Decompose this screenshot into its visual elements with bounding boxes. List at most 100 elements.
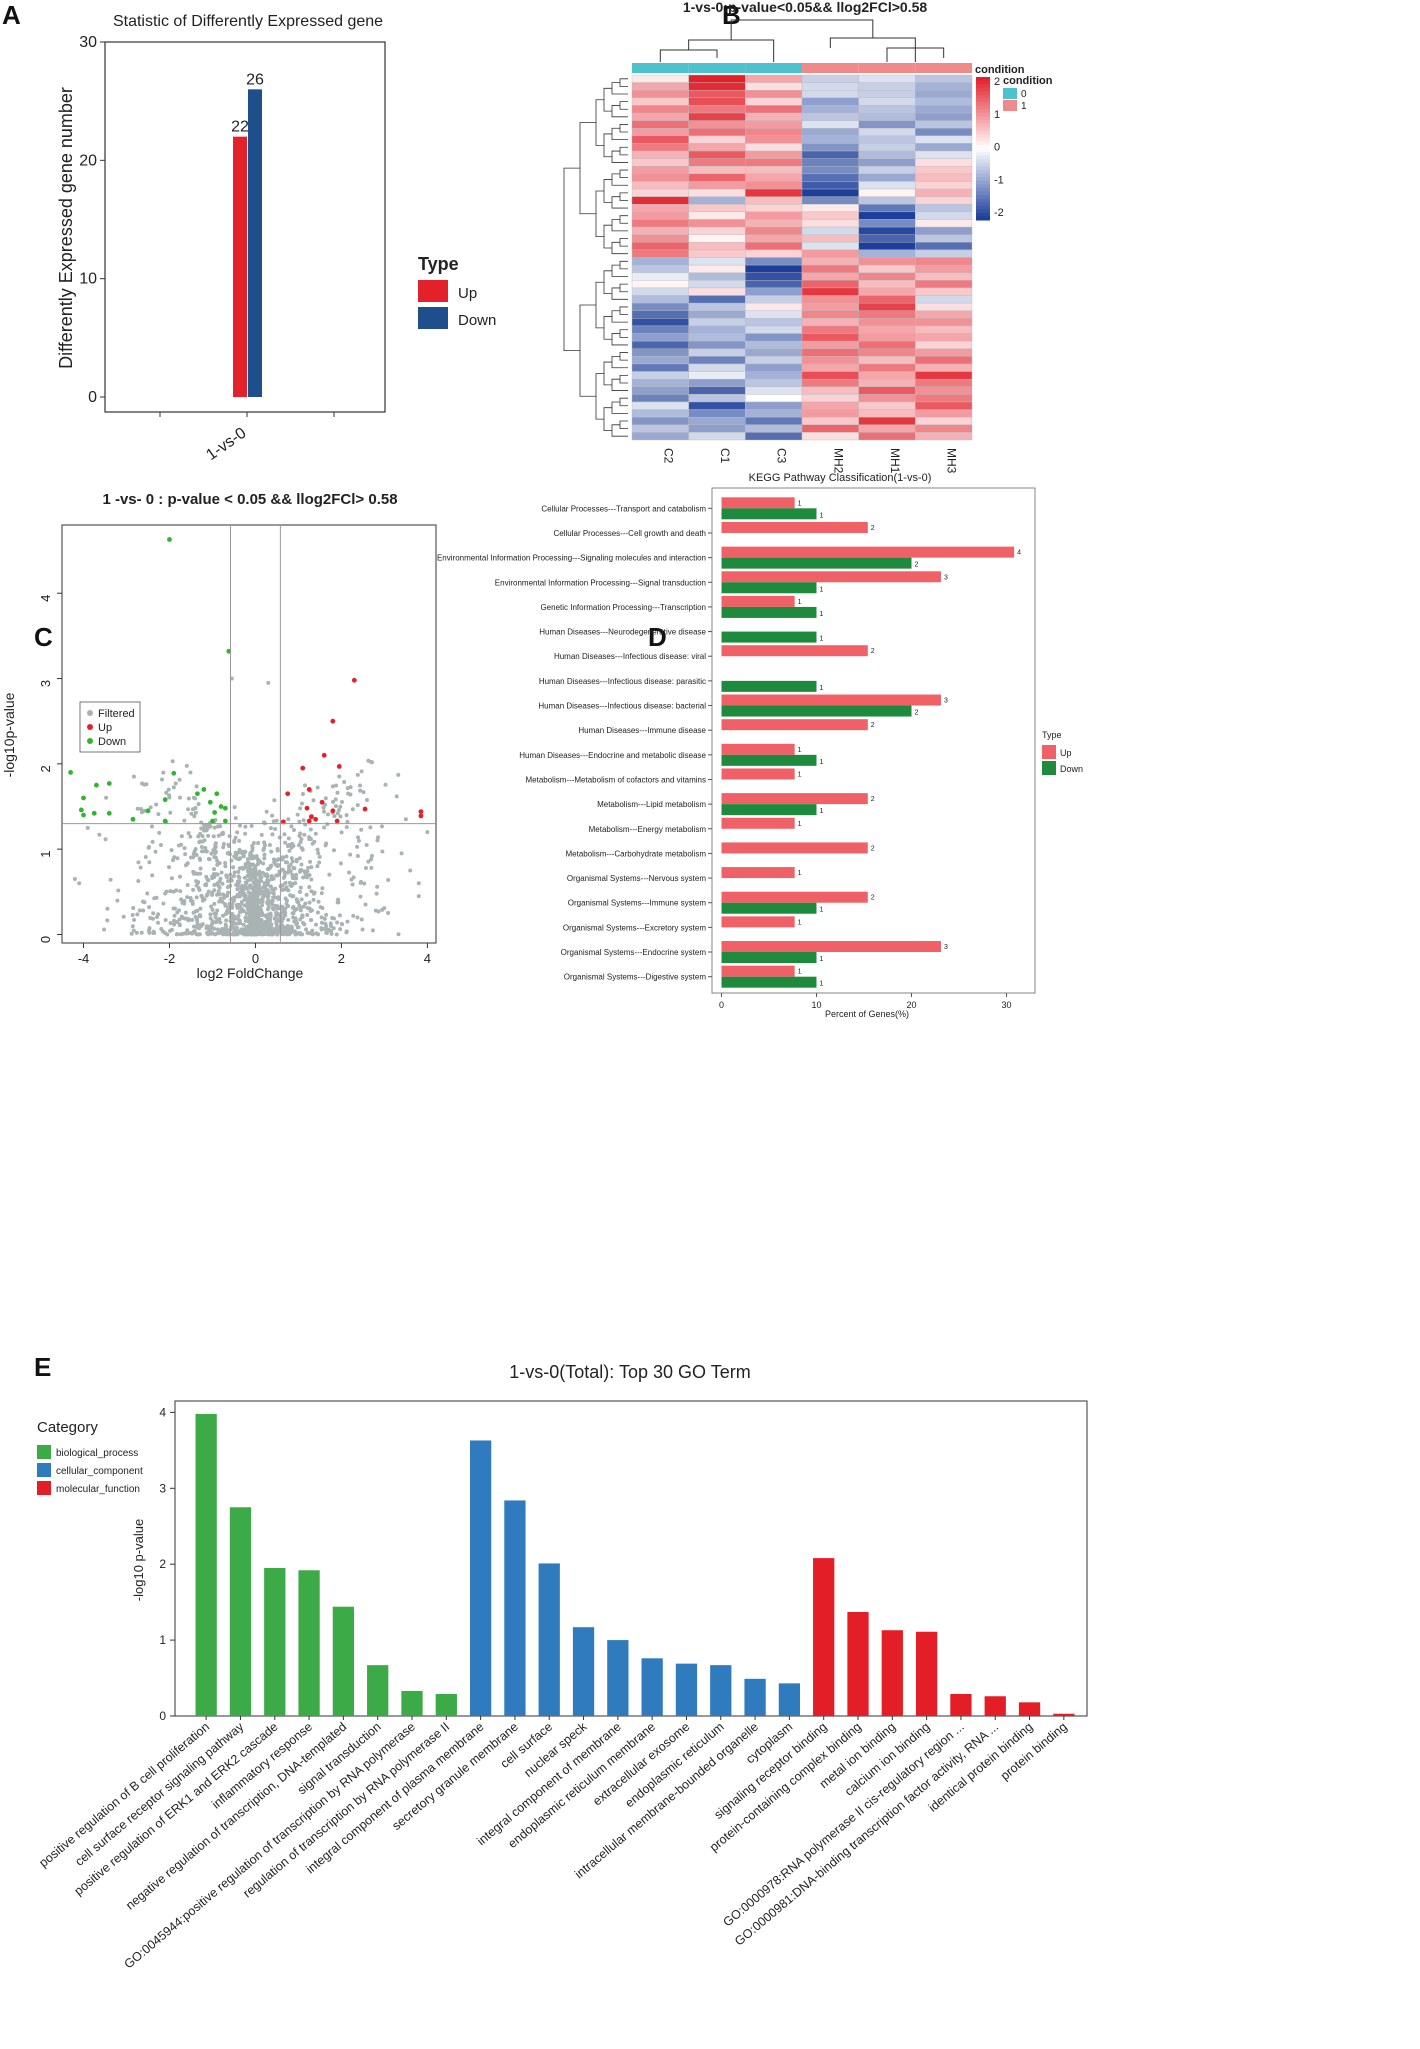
chart-b-cell <box>745 219 803 228</box>
chart-b-cell <box>801 112 859 121</box>
chart-c-point-filtered <box>195 871 200 876</box>
chart-b-cell <box>915 105 973 114</box>
chart-c-point-filtered <box>350 807 355 812</box>
chart-b-cell <box>631 112 689 121</box>
chart-b-cell <box>801 249 859 258</box>
chart-c-point-filtered <box>168 920 173 925</box>
chart-c-point-filtered <box>308 827 313 832</box>
chart-c-point-filtered <box>330 784 335 789</box>
chart-c-point-filtered <box>280 888 285 893</box>
chart-b-cell <box>745 143 803 152</box>
chart-b-cell <box>688 128 746 137</box>
chart-c-point-filtered <box>234 903 239 908</box>
chart-c-point-filtered <box>246 897 251 902</box>
chart-c-point-filtered <box>208 824 213 829</box>
chart-d-bar-up-label-8: 3 <box>944 698 948 705</box>
chart-c-point-filtered <box>290 872 295 877</box>
chart-b-scale-step <box>976 194 990 200</box>
chart-c-point-down <box>130 816 136 822</box>
chart-c-point-filtered <box>273 903 278 908</box>
chart-c-point-filtered <box>331 799 336 804</box>
chart-c-point-filtered <box>196 802 201 807</box>
chart-c-point-filtered <box>255 857 260 862</box>
chart-d-legend-title: Type <box>1042 730 1062 740</box>
chart-c-point-filtered <box>151 911 156 916</box>
chart-b-cell <box>858 226 916 235</box>
chart-c-point-filtered <box>305 930 310 935</box>
chart-b-cell <box>631 242 689 251</box>
chart-b-cell <box>688 386 746 395</box>
chart-c-point-filtered <box>197 913 202 918</box>
chart-b-cell <box>858 82 916 91</box>
chart-c-point-filtered <box>351 913 356 918</box>
chart-a-ytick-label-0: 0 <box>88 389 97 406</box>
chart-b-scale-step <box>976 77 990 82</box>
chart-c-point-filtered <box>219 832 224 837</box>
chart-c-ytick-label-2: 2 <box>38 765 53 772</box>
chart-c-point-filtered <box>206 833 211 838</box>
chart-c-point-filtered <box>348 785 353 790</box>
chart-d-bar-up-label-18: 3 <box>944 944 948 951</box>
chart-c-point-filtered <box>298 806 303 811</box>
chart-c-point-filtered <box>309 917 314 922</box>
chart-b-cell <box>801 295 859 304</box>
chart-c-point-filtered <box>289 824 294 829</box>
chart-c-point-filtered <box>233 816 238 821</box>
chart-c-point-filtered <box>218 896 223 901</box>
chart-c-point-filtered <box>143 854 148 859</box>
chart-b-cell <box>745 310 803 319</box>
chart-b-row-dendro-33 <box>595 281 604 329</box>
chart-c-point-filtered <box>160 777 165 782</box>
chart-b-cell <box>745 318 803 327</box>
chart-c-point-filtered <box>297 856 302 861</box>
chart-c-point-up <box>330 718 336 724</box>
chart-c-point-filtered <box>147 926 152 931</box>
chart-c-point-filtered <box>172 855 177 860</box>
chart-c-point-filtered <box>376 835 381 840</box>
chart-c-point-filtered <box>309 877 314 882</box>
chart-c-point-filtered <box>194 784 199 789</box>
chart-c-point-filtered <box>239 899 244 904</box>
chart-b-cell <box>858 219 916 228</box>
chart-c-point-filtered <box>348 852 353 857</box>
chart-b-scale-step <box>976 123 990 128</box>
chart-c-point-filtered <box>213 843 218 848</box>
chart-c-point-filtered <box>229 914 234 919</box>
chart-e-frame <box>174 1400 1088 1717</box>
chart-b-cell <box>858 394 916 403</box>
chart-c-point-filtered <box>193 805 198 810</box>
chart-b-cell <box>858 302 916 311</box>
chart-c-point-filtered <box>260 911 265 916</box>
chart-c-point-filtered <box>304 927 309 932</box>
chart-b-cell <box>688 196 746 205</box>
chart-c-point-filtered <box>283 880 288 885</box>
chart-e-bar-3 <box>298 1570 320 1716</box>
chart-b-cell <box>631 386 689 395</box>
chart-b-cell <box>801 424 859 433</box>
chart-b-cell <box>915 82 973 91</box>
chart-b-cell <box>801 371 859 380</box>
chart-b-row-dendro-44 <box>595 373 604 420</box>
chart-c-point-filtered <box>262 852 267 857</box>
chart-d-bar-up-15 <box>721 867 795 879</box>
chart-b-row-dendro-21 <box>595 190 604 237</box>
chart-b-cell <box>631 226 689 235</box>
chart-c-point-filtered <box>363 902 368 907</box>
chart-b-cell <box>688 409 746 418</box>
chart-c-point-filtered <box>246 890 251 895</box>
chart-b-cell <box>915 249 973 258</box>
chart-c-point-filtered <box>274 913 279 918</box>
chart-b-row-dendro-7 <box>619 146 628 156</box>
chart-d-bar-up-1 <box>721 521 868 533</box>
chart-c-point-filtered <box>206 932 211 937</box>
chart-c-point-filtered <box>138 865 143 870</box>
chart-c-point-filtered <box>249 824 254 829</box>
chart-d-bar-up-label-2: 4 <box>1017 550 1021 557</box>
chart-c-point-filtered <box>183 863 188 868</box>
chart-b-cell <box>631 363 689 372</box>
chart-c-point-filtered <box>220 881 225 886</box>
chart-c-point-filtered <box>166 787 171 792</box>
chart-c-point-filtered <box>280 910 285 915</box>
chart-c-point-filtered <box>147 930 152 935</box>
